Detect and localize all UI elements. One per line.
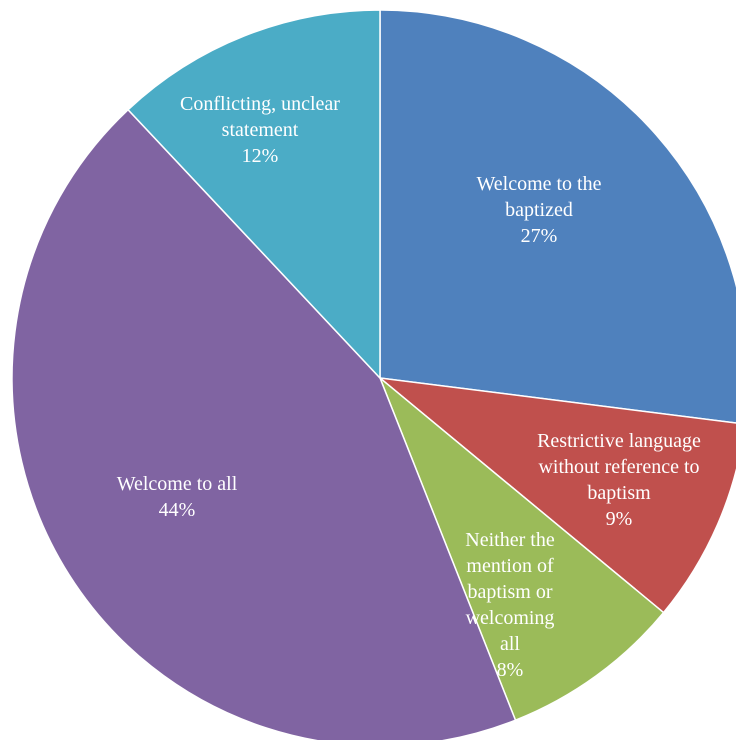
pie-slice-2 (377, 376, 736, 614)
percent-label: 44% (159, 499, 196, 521)
data-label-2: Restrictive language without reference to… (537, 430, 701, 530)
pie-slice-5 (127, 9, 381, 380)
percent-label: 9% (606, 508, 633, 530)
category-label-line: Restrictive language (537, 430, 701, 452)
percent-label: 27% (521, 225, 558, 247)
pie-slice-3 (379, 377, 665, 722)
percent-label: 8% (497, 659, 524, 681)
category-label-line: Conflicting, unclear (180, 93, 340, 115)
category-label-line: mention of (466, 555, 554, 577)
data-label-4: Welcome to all 44% (117, 473, 238, 521)
category-label-line: welcoming (466, 607, 555, 629)
category-label-line: baptism or (468, 581, 553, 603)
data-label-3: Neither the mention of baptism or welcoming… (465, 529, 555, 681)
percent-label: 12% (242, 145, 279, 167)
slices-layer (11, 9, 736, 745)
pie-slice-4 (11, 108, 517, 745)
pie-slice-1 (379, 9, 736, 424)
category-label-line: statement (222, 119, 299, 141)
category-label-line: without reference to (538, 456, 699, 478)
labels-layer: Welcome to the baptized 27% Restrictive lan… (117, 93, 701, 681)
category-label-line: all (500, 633, 520, 655)
category-label-line: Neither the (465, 529, 555, 551)
category-label-line: Welcome to all (117, 473, 238, 495)
data-label-1: Welcome to the baptized 27% (476, 173, 601, 247)
category-label-line: Welcome to the (476, 173, 601, 195)
category-label-line: baptized (505, 199, 573, 221)
data-label-5: Conflicting, unclear statement 12% (180, 93, 340, 167)
category-label-line: baptism (587, 482, 651, 504)
